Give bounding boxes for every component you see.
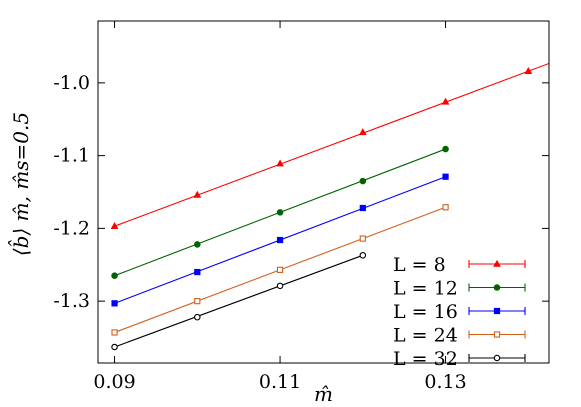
y-tick-label: -1.2 — [53, 217, 90, 239]
legend-label: L = 32 — [393, 348, 458, 370]
plot-area — [110, 62, 549, 351]
x-tick-label: 0.13 — [424, 371, 466, 393]
series-1 — [111, 204, 449, 336]
y-tick-label: -1.3 — [53, 290, 90, 312]
legend-item: L = 24 — [393, 325, 526, 347]
data-point — [359, 177, 367, 185]
legend-item: L = 32 — [393, 348, 526, 370]
data-point — [442, 173, 449, 180]
x-axis-label: m̂ — [314, 382, 333, 406]
legend-marker — [493, 259, 501, 267]
data-point — [111, 272, 118, 279]
data-point — [276, 209, 284, 216]
data-point — [442, 204, 449, 211]
y-tick-label: -1.1 — [53, 145, 90, 167]
plot-frame — [97, 20, 550, 364]
axes: 0.09 0.11 0.13 -1.3 -1.2 -1.1 -1.0 — [53, 20, 550, 393]
series-0 — [111, 252, 367, 351]
data-point — [524, 67, 533, 75]
x-tick-label: 0.09 — [93, 371, 135, 393]
series-2 — [111, 173, 449, 307]
legend-item: L = 12 — [393, 278, 526, 300]
data-point — [276, 236, 284, 244]
data-point — [194, 241, 201, 248]
legend-marker — [493, 284, 501, 291]
legend-marker — [493, 354, 501, 362]
data-point — [276, 159, 284, 167]
data-point — [276, 282, 284, 290]
legend-marker — [493, 331, 501, 338]
data-point — [194, 313, 201, 321]
data-point — [193, 190, 202, 198]
data-point — [442, 145, 449, 153]
series-4 — [110, 62, 549, 230]
legend-label: L = 16 — [393, 301, 458, 323]
series-3 — [111, 145, 449, 279]
data-point — [111, 343, 118, 351]
data-point — [358, 128, 367, 136]
legend-item: L = 8 — [393, 254, 526, 276]
data-point — [441, 97, 450, 105]
data-point — [359, 252, 367, 259]
legend-item: L = 16 — [393, 301, 526, 323]
series-line — [114, 254, 363, 348]
legend-label: L = 8 — [393, 254, 446, 276]
data-point — [110, 222, 119, 230]
legend-marker — [493, 307, 501, 315]
data-point — [359, 235, 366, 242]
legend-label: L = 12 — [393, 278, 458, 300]
data-point — [111, 329, 118, 336]
y-tick-label: -1.0 — [53, 72, 90, 94]
series-line — [114, 62, 549, 227]
data-point — [276, 266, 284, 273]
x-tick-label: 0.11 — [259, 371, 301, 393]
data-point — [194, 268, 201, 276]
legend-label: L = 24 — [393, 325, 458, 347]
legend: L = 8L = 12L = 16L = 24L = 32 — [393, 254, 526, 370]
data-point — [359, 204, 366, 212]
data-point — [111, 300, 118, 307]
data-point — [194, 298, 201, 305]
y-axis-label: ⟨b̂⟩ m̂, m̂s=0.5 — [7, 112, 33, 256]
